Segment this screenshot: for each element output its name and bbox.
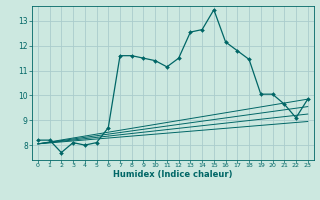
X-axis label: Humidex (Indice chaleur): Humidex (Indice chaleur) (113, 170, 233, 179)
